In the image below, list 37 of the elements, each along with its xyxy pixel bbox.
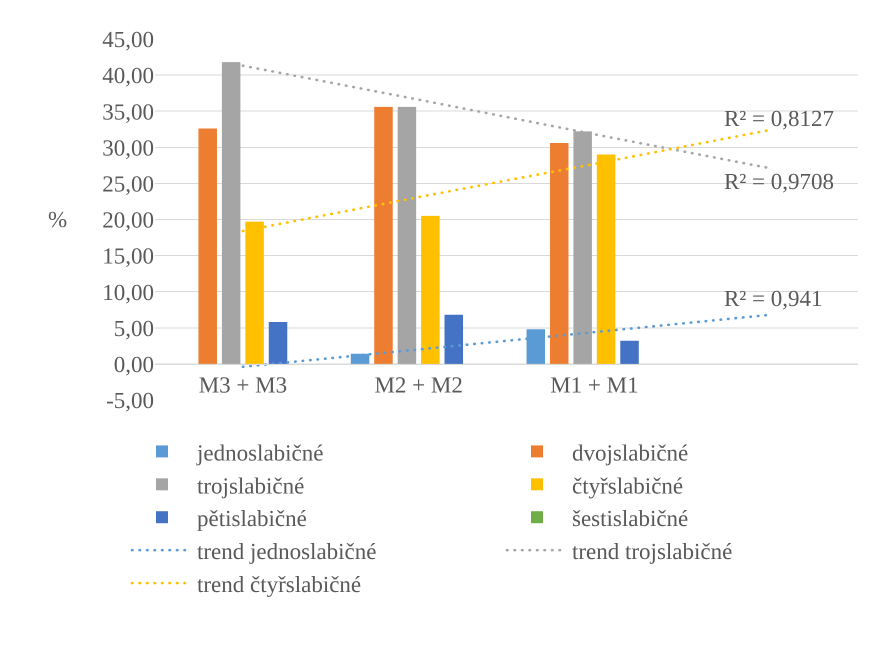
bar: [198, 128, 217, 364]
bar: [268, 322, 288, 364]
legend-label: dvojslabičné: [572, 440, 688, 466]
x-tick-label: M2 + M2: [374, 372, 463, 398]
legend-label: trend čtyřslabičné: [197, 572, 362, 597]
y-tick-label: 25,00: [102, 171, 154, 196]
annotation: R² = 0,9708: [724, 169, 834, 194]
y-axis-title: %: [48, 207, 68, 232]
annotation: R² = 0,8127: [724, 106, 834, 131]
y-tick-label: 45,00: [102, 27, 154, 52]
bar: [374, 106, 393, 364]
y-tick-label: 40,00: [102, 63, 154, 88]
annotation: R² = 0,941: [724, 286, 822, 311]
bar: [526, 329, 546, 364]
legend-label: šestislabičné: [572, 506, 688, 532]
y-tick-label: -5,00: [106, 388, 154, 414]
y-tick-label: 20,00: [102, 208, 154, 233]
y-tick-label: 30,00: [102, 135, 154, 160]
y-tick-label: 10,00: [102, 280, 154, 305]
legend-label: trend jednoslabičné: [197, 539, 376, 564]
x-tick-label: M1 + M1: [550, 372, 639, 398]
legend-label: pětislabičné: [197, 506, 307, 532]
y-tick-label: 35,00: [102, 99, 154, 124]
bar: [444, 314, 464, 364]
bar: [398, 106, 416, 364]
bar: [350, 354, 370, 364]
y-tick-label: 5,00: [114, 316, 154, 341]
legend-label: trojslabičné: [197, 473, 304, 498]
legend-label: jednoslabičné: [196, 440, 324, 466]
legend-label: čtyřslabičné: [572, 473, 684, 498]
bar: [421, 216, 440, 364]
legend-label: trend trojslabičné: [572, 539, 732, 564]
y-tick-label: 0,00: [114, 352, 154, 377]
bar: [550, 142, 568, 364]
y-tick-label: 15,00: [102, 244, 154, 269]
bar: [620, 340, 639, 364]
x-tick-label: M3 + M3: [198, 372, 288, 398]
